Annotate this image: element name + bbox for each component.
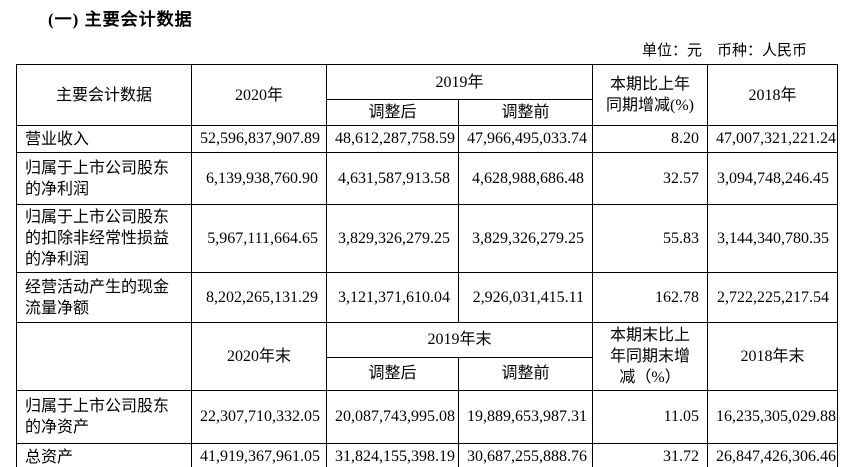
header-row-yearend-1: 2020年末 2019年末 本期末比上年同期末增减（%） 2018年末	[16, 322, 839, 391]
unit-note: 单位：元 币种：人民币	[641, 43, 807, 59]
row-label: 营业收入	[16, 125, 192, 153]
cell-2019-before: 2,926,031,415.11	[457, 272, 594, 323]
row-label: 总资产	[16, 443, 192, 467]
cell-2019-after: 3,829,326,279.25	[326, 204, 459, 273]
header-change-yearend-line2: 年同期末增	[610, 348, 691, 365]
header-change-yearend-line3: 减（%）	[619, 369, 681, 386]
header-2020-yearend: 2020年末	[191, 322, 327, 391]
cell-2019-before: 47,966,495,033.74	[457, 125, 594, 153]
table-row-revenue: 营业收入 52,596,837,907.89 48,612,287,758.59…	[16, 125, 839, 153]
header-row-annual-1: 主要会计数据 2020年 2019年 本期比上年同期增减(%) 2018年	[16, 64, 839, 126]
table-row-operating-cash-flow: 经营活动产生的现金流量净额 8,202,265,131.29 3,121,371…	[16, 272, 839, 323]
cell-change: 32.57	[592, 152, 709, 205]
header-change-annual-line1: 本期比上年	[610, 76, 691, 93]
cell-change: 55.83	[592, 204, 709, 273]
row-label: 归属于上市公司股东的净资产	[16, 390, 192, 444]
row-label: 归属于上市公司股东的净利润	[16, 152, 192, 205]
cell-2019-after: 31,824,155,398.19	[326, 443, 459, 467]
header-row-yearend-2: 调整后 调整前	[17, 356, 838, 392]
header-change-annual: 本期比上年同期增减(%)	[592, 64, 709, 126]
header-2018-yearend: 2018年末	[707, 322, 839, 391]
cell-2020: 52,596,837,907.89	[191, 125, 327, 153]
cell-2019-before: 19,889,653,987.31	[457, 390, 594, 444]
cell-2019-before: 3,829,326,279.25	[457, 204, 594, 273]
row-label: 归属于上市公司股东的扣除非经常性损益的净利润	[16, 204, 192, 273]
cell-2018: 26,847,426,306.46	[707, 443, 839, 467]
table-row-deducted-net-profit: 归属于上市公司股东的扣除非经常性损益的净利润 5,967,111,664.65 …	[16, 204, 839, 273]
cell-2018: 3,094,748,246.45	[707, 152, 839, 205]
accounting-data-table: 主要会计数据 2020年 2019年 本期比上年同期增减(%) 2018年 调整…	[16, 64, 839, 467]
cell-2020: 6,139,938,760.90	[191, 152, 327, 205]
cell-2019-after: 4,631,587,913.58	[326, 152, 459, 205]
header-change-yearend-line1: 本期末比上	[610, 327, 691, 344]
cell-2020: 5,967,111,664.65	[191, 204, 327, 273]
header-row-annual-2: 调整后 调整前	[17, 99, 838, 126]
header-adjusted-after: 调整后	[326, 99, 459, 126]
cell-2019-after: 20,087,743,995.08	[326, 390, 459, 444]
cell-change: 8.20	[592, 125, 709, 153]
cell-2018: 47,007,321,221.24	[707, 125, 839, 153]
header-2019-yearend: 2019年末	[325, 322, 594, 358]
page-title: (一) 主要会计数据	[48, 10, 193, 29]
header-item: 主要会计数据	[16, 64, 192, 126]
cell-change: 31.72	[592, 443, 709, 467]
header-adjusted-before: 调整前	[457, 99, 594, 126]
table-row-net-assets: 归属于上市公司股东的净资产 22,307,710,332.05 20,087,7…	[16, 390, 839, 444]
cell-2020: 41,919,367,961.05	[191, 443, 327, 467]
header-2019: 2019年	[325, 64, 594, 100]
header-change-yearend: 本期末比上年同期末增减（%）	[592, 322, 709, 391]
table-row-net-profit: 归属于上市公司股东的净利润 6,139,938,760.90 4,631,587…	[16, 152, 839, 205]
header-change-annual-line2: 同期增减(%)	[606, 97, 695, 114]
header-adjusted-before-yearend: 调整前	[457, 356, 594, 392]
cell-change: 162.78	[592, 272, 709, 323]
cell-change: 11.05	[592, 390, 709, 444]
row-label: 经营活动产生的现金流量净额	[16, 272, 192, 323]
header-2018: 2018年	[707, 64, 839, 126]
cell-2018: 16,235,305,029.88	[707, 390, 839, 444]
cell-2019-before: 4,628,988,686.48	[457, 152, 594, 205]
header-adjusted-after-yearend: 调整后	[326, 356, 459, 392]
cell-2020: 22,307,710,332.05	[191, 390, 327, 444]
header-item-yearend	[16, 322, 192, 391]
cell-2020: 8,202,265,131.29	[191, 272, 327, 323]
cell-2019-before: 30,687,255,888.76	[457, 443, 594, 467]
cell-2019-after: 3,121,371,610.04	[326, 272, 459, 323]
cell-2018: 3,144,340,780.35	[707, 204, 839, 273]
cell-2019-after: 48,612,287,758.59	[326, 125, 459, 153]
header-2020: 2020年	[191, 64, 327, 126]
table-row-total-assets: 总资产 41,919,367,961.05 31,824,155,398.19 …	[16, 443, 839, 467]
cell-2018: 2,722,225,217.54	[707, 272, 839, 323]
